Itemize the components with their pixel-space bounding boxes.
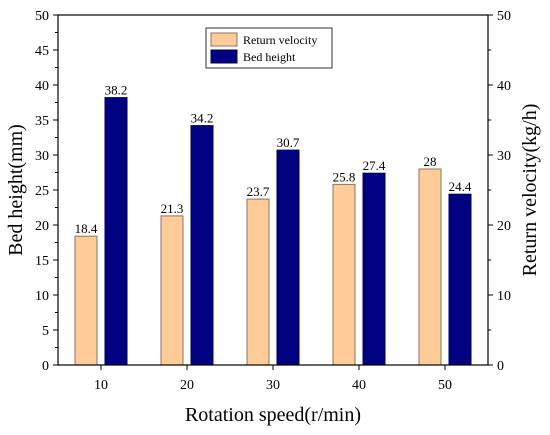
bar-return-velocity-20 <box>160 215 184 366</box>
x-tick-label-50: 50 <box>438 378 452 393</box>
bar-bed-height-10 <box>104 97 128 366</box>
plot-background <box>58 15 488 365</box>
bar-bed-height-40 <box>362 172 386 366</box>
y-tick-label-right-10: 10 <box>497 289 511 304</box>
x-tick-label-20: 20 <box>180 378 194 393</box>
y-tick-label-left-20: 20 <box>35 219 49 234</box>
y-tick-label-right-20: 20 <box>497 219 511 234</box>
bar-bed-height-50 <box>448 193 472 366</box>
data-label-bed-height-20: 34.2 <box>191 111 214 126</box>
data-label-bed-height-30: 30.7 <box>277 135 300 150</box>
y-axis-title-right: Return velocity(kg/h) <box>519 104 541 277</box>
bars <box>74 97 472 366</box>
x-axis-title: Rotation speed(r/min) <box>185 404 361 426</box>
x-tick-label-10: 10 <box>94 378 108 393</box>
y-axis-title-left: Bed height(mm) <box>5 124 27 256</box>
bar-bed-height-30 <box>276 149 300 366</box>
x-axis-ticks: 10 20 30 40 50 <box>94 365 452 393</box>
left-axis-ticks: 0 5 10 15 20 25 30 35 40 45 50 <box>35 9 58 374</box>
right-axis-ticks: 0 10 20 30 40 50 <box>488 9 511 374</box>
legend-swatch-return-velocity <box>210 32 238 47</box>
data-labels: 18.4 38.2 21.3 34.2 23.7 30.7 25.8 27.4 28 24.4 <box>75 83 472 237</box>
data-label-bed-height-40: 27.4 <box>363 158 386 173</box>
y-tick-label-left-45: 45 <box>35 44 49 59</box>
legend: Return velocity Bed height <box>205 27 333 69</box>
data-label-bed-height-10: 38.2 <box>105 83 128 98</box>
plot-area <box>58 15 488 365</box>
x-tick-label-40: 40 <box>352 378 366 393</box>
y-tick-label-left-50: 50 <box>35 9 49 24</box>
data-label-return-velocity-30: 23.7 <box>247 184 270 199</box>
y-tick-label-right-40: 40 <box>497 79 511 94</box>
y-tick-label-right-0: 0 <box>497 359 504 374</box>
y-tick-label-left-10: 10 <box>35 289 49 304</box>
y-tick-label-right-30: 30 <box>497 149 511 164</box>
y-tick-label-left-25: 25 <box>35 184 49 199</box>
data-label-return-velocity-10: 18.4 <box>75 221 98 236</box>
y-tick-label-left-35: 35 <box>35 114 49 129</box>
y-tick-label-right-50: 50 <box>497 9 511 24</box>
y-tick-label-left-40: 40 <box>35 79 49 94</box>
bar-return-velocity-40 <box>332 183 356 366</box>
data-label-bed-height-50: 24.4 <box>449 179 472 194</box>
y-tick-label-left-30: 30 <box>35 149 49 164</box>
y-tick-label-left-5: 5 <box>42 324 49 339</box>
data-label-return-velocity-50: 28 <box>424 154 437 169</box>
legend-label-return-velocity: Return velocity <box>243 33 317 47</box>
legend-swatch-bed-height <box>210 49 238 64</box>
y-tick-label-left-15: 15 <box>35 254 49 269</box>
bar-return-velocity-50 <box>418 168 442 366</box>
x-tick-label-30: 30 <box>266 378 280 393</box>
legend-label-bed-height: Bed height <box>243 50 296 64</box>
bar-bed-height-20 <box>190 125 214 366</box>
bar-return-velocity-30 <box>246 198 270 366</box>
data-label-return-velocity-20: 21.3 <box>161 201 184 216</box>
data-label-return-velocity-40: 25.8 <box>333 169 356 184</box>
bar-return-velocity-10 <box>74 235 98 366</box>
y-tick-label-left-0: 0 <box>42 359 49 374</box>
